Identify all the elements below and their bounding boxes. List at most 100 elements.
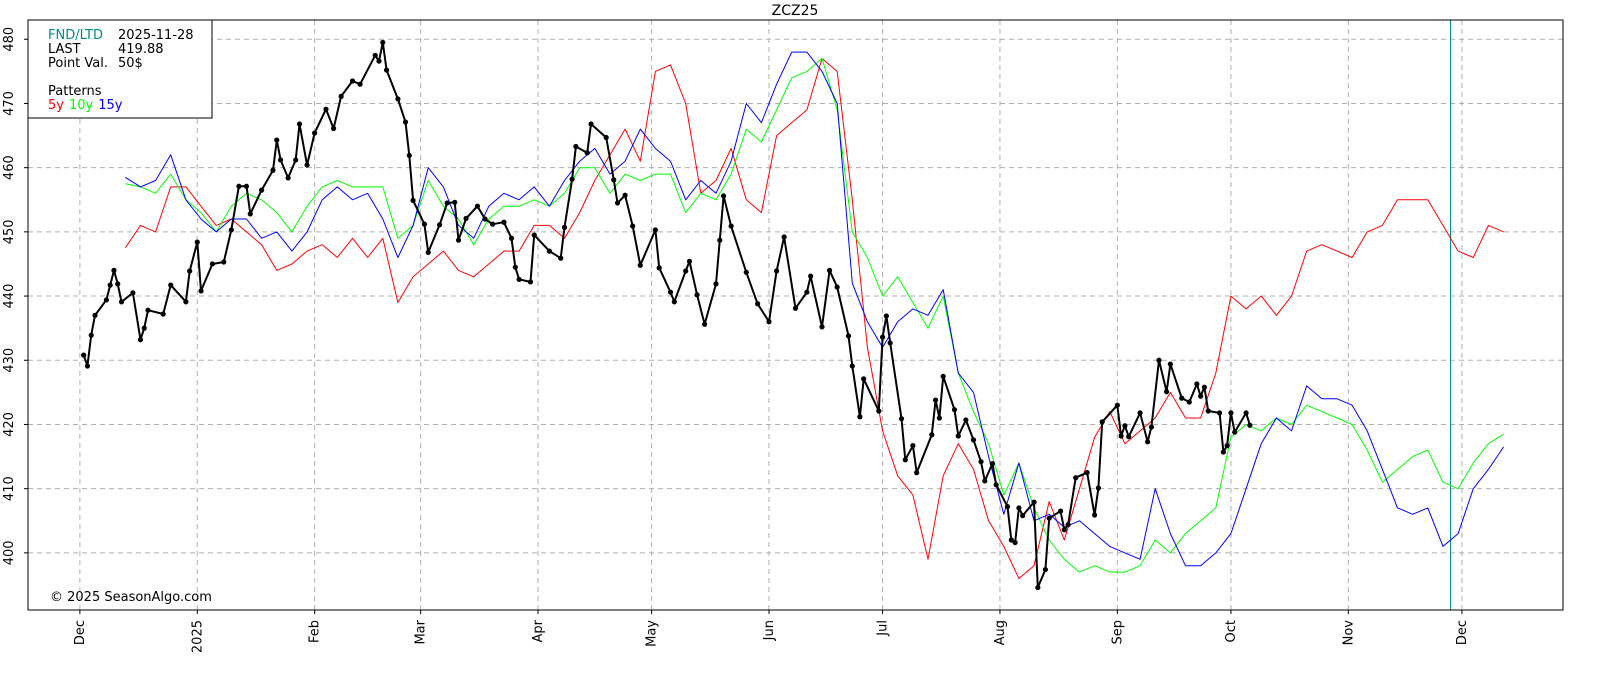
series-marker [603,134,609,141]
series-marker [1167,361,1173,367]
x-tick-label: Apr [531,619,546,642]
series-marker [1061,527,1067,533]
series-line [125,51,1505,567]
y-tick-label: 450 [2,219,17,244]
series-marker [1046,515,1052,521]
series-marker [857,414,863,420]
series-line [124,58,1504,579]
series-marker [183,299,189,305]
fnd-value: 2025-11-28 [118,28,194,43]
series-marker [614,200,621,206]
series-marker [879,334,886,340]
series-marker [436,222,443,228]
series-marker [512,264,518,270]
series-marker [588,121,594,127]
series-marker [573,143,579,150]
series-marker [81,352,87,358]
series-marker [228,227,234,233]
x-tick-label: Dec [73,620,88,645]
x-tick-label: Jul [876,620,891,637]
series-marker [489,221,496,227]
series-marker [88,332,94,338]
x-tick-label: Feb [308,620,323,643]
series-marker [1020,513,1026,519]
series-marker [861,376,867,382]
series-marker [1224,443,1230,449]
series-marker [516,276,522,282]
x-tick-label: Jun [762,620,777,641]
series-marker [1145,439,1151,445]
x-tick-label: Nov [1341,620,1356,646]
series-marker [1084,470,1090,476]
series-marker [792,305,799,311]
series-marker [141,325,147,331]
series-marker [1216,410,1223,416]
y-tick-label: 410 [2,476,17,501]
series-marker [1122,423,1128,429]
y-tick-label: 420 [2,412,17,437]
series-marker [130,290,136,296]
series-marker [1092,512,1098,518]
series-marker [970,437,977,443]
series-layer [81,20,1505,610]
series-marker [1095,485,1102,491]
series-marker [1228,410,1234,416]
series-marker [380,39,386,46]
series-marker [1099,419,1105,425]
series-marker [845,333,852,339]
series-marker [323,106,329,112]
series-marker [755,301,761,307]
series-marker [584,150,590,156]
series-marker [637,262,643,268]
series-marker [330,125,337,132]
series-marker [395,96,401,102]
series-marker [876,408,882,414]
series-marker [137,337,144,343]
y-tick-label: 430 [2,348,17,373]
series-marker [652,227,659,233]
series-marker [236,183,242,189]
series-marker [622,192,628,198]
series-marker [914,470,920,476]
series-marker [849,363,855,369]
series-marker [1004,504,1011,510]
series-marker [1205,408,1211,414]
series-marker [410,197,416,204]
series-marker [989,461,995,467]
series-marker [702,321,708,327]
series-marker [804,289,810,295]
series-marker [1194,381,1200,387]
series-marker [243,183,250,189]
series-marker [406,152,412,159]
x-tick-label: Sep [1110,620,1125,645]
series-marker [826,267,833,273]
x-tick-label: Aug [993,620,1008,645]
series-marker [118,299,125,305]
series-marker [561,224,568,230]
series-marker [372,52,378,58]
series-marker [107,282,113,288]
series-marker [402,119,409,125]
series-marker [160,311,166,317]
y-tick-label: 400 [2,540,17,565]
last-value: 419.88 [118,42,164,57]
series-marker [482,216,488,222]
series-marker [929,432,935,438]
series-marker [1137,410,1143,416]
series-marker [834,284,840,290]
series-marker [1163,389,1170,395]
info-box [27,19,213,119]
x-tick-label: Dec [1455,620,1470,645]
series-marker [312,130,318,136]
series-marker [103,297,109,303]
series-marker [978,459,984,465]
series-marker [259,187,265,193]
series-marker [940,373,946,379]
series-marker [92,312,98,318]
series-marker [383,67,390,73]
series-marker [766,319,772,325]
series-marker [713,281,719,287]
series-marker [683,268,689,274]
series-marker [194,239,200,245]
series-marker [773,268,780,274]
